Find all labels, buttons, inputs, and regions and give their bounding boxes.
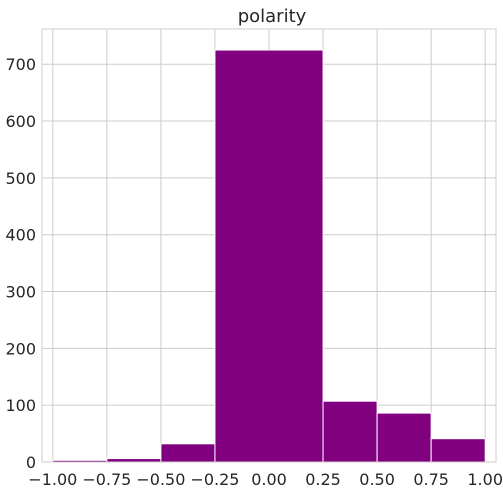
y-tick-label: 200 [5,339,36,358]
x-tick-label: −0.75 [82,470,131,489]
histogram-bar [160,443,216,463]
x-tick-label: −1.00 [28,470,77,489]
y-tick-label: 700 [5,55,36,74]
x-tick-label: 0.50 [359,470,395,489]
y-tick-label: 100 [5,396,36,415]
bars [52,49,486,463]
x-tick-label: 0.75 [413,470,449,489]
histogram-bar [430,438,486,463]
y-axis-ticks: 0 100 200 300 400 500 600 700 [5,55,36,472]
chart-title: polarity [238,6,307,27]
x-tick-label: −0.25 [190,470,239,489]
x-tick-label: 1.00 [467,470,503,489]
plot-frame [41,28,497,463]
histogram-bar [376,412,432,463]
x-axis-ticks: −1.00 −0.75 −0.50 −0.25 0.00 0.25 0.50 0.75 1.00 [28,470,503,489]
histogram-bar [106,458,162,463]
x-tick-label: 0.25 [305,470,341,489]
x-tick-label: 0.00 [251,470,287,489]
y-tick-label: 500 [5,169,36,188]
x-tick-label: −0.50 [136,470,185,489]
y-tick-label: 0 [26,453,36,472]
y-tick-label: 300 [5,283,36,302]
histogram-bar [214,49,324,463]
y-tick-label: 400 [5,226,36,245]
histogram-bar [322,400,378,463]
y-tick-label: 600 [5,112,36,131]
